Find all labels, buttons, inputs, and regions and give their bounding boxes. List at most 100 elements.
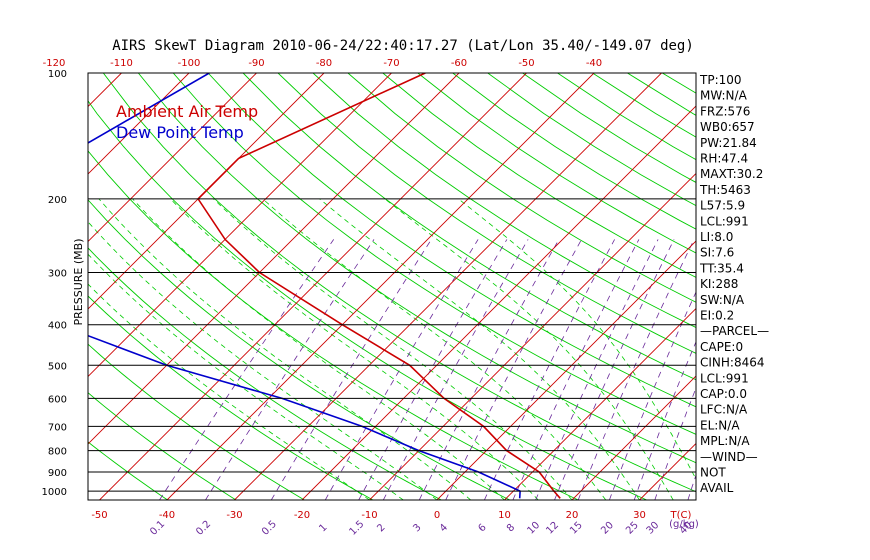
stability-index: PW:21.84 — [700, 136, 757, 150]
bottom-temp-tick-label: -50 — [91, 510, 107, 521]
dry-adiabat-line — [88, 247, 442, 500]
moist-adiabat-line — [88, 283, 370, 500]
mixing-ratio-tick-label: 25 — [624, 520, 641, 537]
bottom-temp-tick-label: -30 — [226, 510, 242, 521]
mixing-ratio-line — [609, 291, 696, 500]
mixing-ratio-line — [382, 239, 529, 500]
bottom-temp-tick-label: 0 — [434, 510, 440, 521]
dry-adiabat-line — [88, 343, 305, 500]
isotherm-line — [301, 105, 696, 500]
pressure-tick-label: 400 — [48, 321, 67, 332]
dry-adiabat-line — [88, 441, 168, 500]
dry-adiabat-line — [382, 73, 696, 278]
mixing-ratio-tick-label: 1.5 — [347, 519, 366, 538]
mixing-ratio-tick-label: 8 — [505, 522, 517, 534]
mixing-ratio-tick-label: 30 — [645, 520, 662, 537]
pressure-tick-label: 900 — [48, 468, 67, 479]
moist-adiabat-line — [98, 198, 472, 500]
mixing-ratio-line — [358, 239, 508, 500]
mixing-ratio-line — [445, 239, 582, 500]
pressure-tick-label: 700 — [48, 422, 67, 433]
dry-adiabat-line — [207, 73, 696, 408]
stability-index: SW:N/A — [700, 293, 745, 307]
pressure-tick-label: 500 — [48, 361, 67, 372]
isotherm-line — [0, 73, 54, 500]
chart-title: AIRS SkewT Diagram 2010-06-24/22:40:17.2… — [112, 38, 694, 54]
pressure-tick-label: 100 — [48, 69, 67, 80]
mixing-ratio-line — [324, 239, 479, 500]
isotherm-line — [234, 73, 662, 500]
mixing-ratio-tick-label: 4 — [438, 522, 450, 534]
top-temp-tick-label: -120 — [43, 58, 66, 69]
mixing-ratio-line — [159, 239, 335, 500]
isotherm-line — [166, 73, 595, 500]
top-temp-tick-label: -90 — [248, 58, 264, 69]
pressure-gridlines — [88, 72, 696, 492]
mixing-ratio-tick-label: 6 — [476, 522, 488, 534]
mixing-ratio-line — [270, 239, 432, 500]
stability-index: MW:N/A — [700, 89, 748, 103]
stability-index: NOT — [700, 466, 726, 480]
moist-adiabat-line — [132, 198, 505, 500]
mixing-ratio-line — [512, 239, 640, 500]
dry-adiabat-line — [88, 150, 579, 500]
bottom-temp-tick-label: -40 — [159, 510, 175, 521]
mixing-ratio-line — [535, 239, 659, 500]
dry-adiabat-line — [242, 73, 696, 381]
pressure-tick-label: 300 — [48, 269, 67, 280]
stability-index: EL:N/A — [700, 418, 740, 432]
dry-adiabat-line — [487, 73, 696, 207]
mixing-ratio-line — [554, 239, 675, 500]
dry-adiabat-line — [88, 295, 374, 500]
stability-index: LI:8.0 — [700, 230, 733, 244]
dry-adiabat-line — [172, 73, 696, 435]
bottom-temperature-tick-labels: -50 -40 -30 -20 -10 0 10 20 30 T(C) — [91, 510, 691, 521]
dry-adiabat-line — [662, 73, 696, 94]
mixing-ratio-tick-label: 1 — [317, 522, 329, 534]
stability-index: CAPE:0 — [700, 340, 743, 354]
top-temp-tick-label: -40 — [586, 58, 602, 69]
dry-adiabat-line — [88, 199, 511, 500]
dry-adiabat-line — [277, 73, 696, 354]
mixing-ratio-tick-label: 0.2 — [194, 519, 213, 538]
isotherm-line — [369, 172, 696, 500]
bottom-temp-tick-label: 10 — [498, 510, 511, 521]
mixing-ratio-tick-label: 3 — [411, 522, 423, 534]
dry-adiabat-line — [417, 73, 696, 254]
isotherm-line — [88, 73, 190, 175]
stability-index: MPL:N/A — [700, 434, 750, 448]
mixing-ratio-line — [484, 239, 615, 500]
stability-index: SI:7.6 — [700, 246, 734, 260]
pressure-tick-label: 600 — [48, 394, 67, 405]
stability-index: RH:47.4 — [700, 152, 748, 166]
pressure-tick-label: 200 — [48, 195, 67, 206]
moist-adiabat-line — [88, 253, 404, 500]
moist-adiabat-line — [170, 198, 539, 500]
stability-index: LCL:991 — [700, 371, 749, 385]
mixing-ratio-tick-label: 0.5 — [260, 519, 279, 538]
moist-adiabat-line — [213, 198, 573, 500]
isotherm-line — [88, 73, 460, 445]
stability-index: WB0:657 — [700, 120, 755, 134]
isotherm-line — [99, 73, 527, 500]
stability-index: TP:100 — [699, 73, 742, 87]
mixing-ratio-tick-label: 10 — [525, 520, 542, 537]
mixing-ratio-unit-label: (g/kg) — [669, 519, 699, 530]
top-temp-tick-label: -70 — [383, 58, 399, 69]
mixing-ratio-line — [633, 340, 696, 500]
stability-index: —WIND— — [700, 450, 758, 464]
mixing-ratio-line — [654, 386, 696, 500]
dry-adiabat-line — [312, 73, 696, 329]
legend-dew-point-temp: Dew Point Temp — [116, 123, 244, 142]
moist-adiabat-line — [384, 198, 674, 500]
background-lines — [0, 73, 696, 500]
top-temp-tick-label: -50 — [518, 58, 534, 69]
mixing-ratio-tick-label: 12 — [544, 520, 561, 537]
stability-index: MAXT:30.2 — [700, 167, 763, 181]
isotherm-line — [88, 73, 325, 310]
moist-adiabat-line — [262, 198, 607, 500]
pressure-tick-label: 800 — [48, 447, 67, 458]
stability-index: CAP:0.0 — [700, 387, 747, 401]
stability-index: LFC:N/A — [700, 403, 748, 417]
